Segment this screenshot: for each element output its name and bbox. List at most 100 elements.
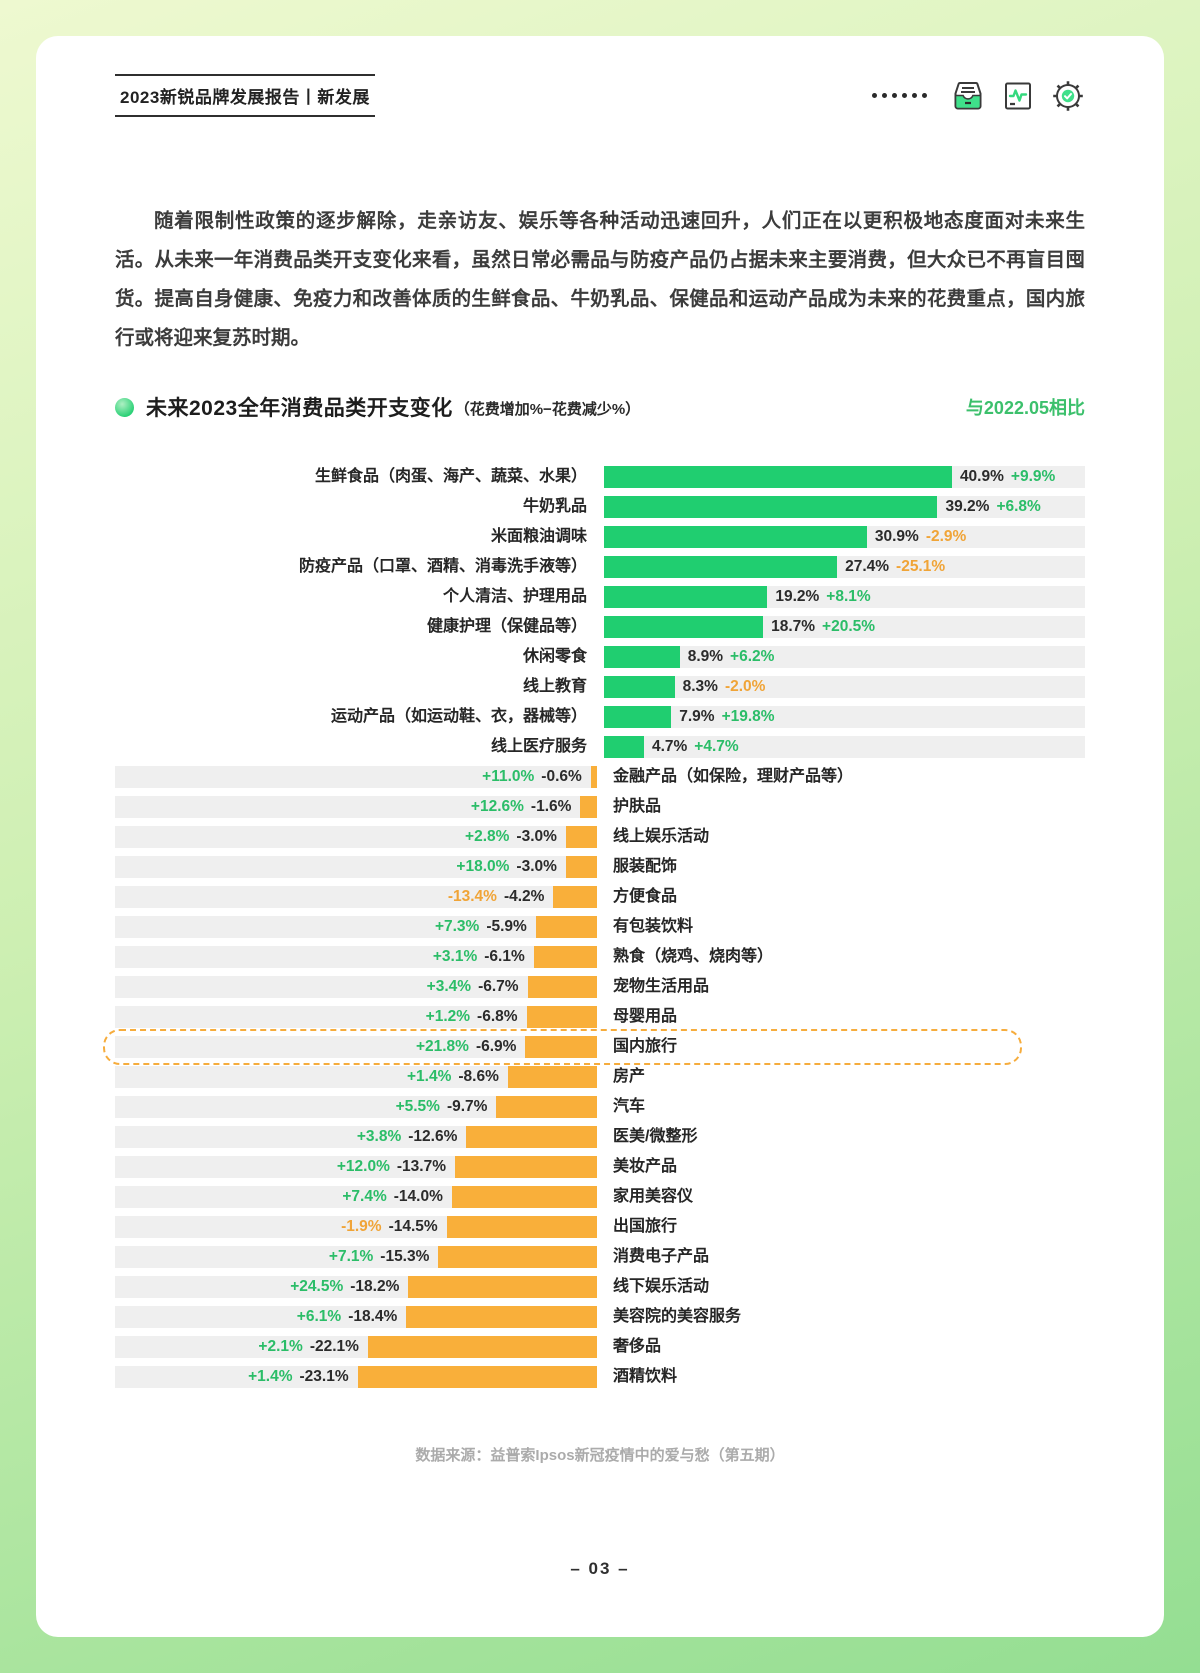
decrease-bar — [535, 916, 597, 938]
net-value: -0.6% — [541, 768, 582, 785]
change-value: +21.8% — [415, 1038, 469, 1055]
net-value: 8.3% — [682, 678, 718, 695]
net-value: 30.9% — [874, 528, 919, 545]
net-value: -15.3% — [380, 1248, 430, 1265]
increase-bar — [604, 526, 867, 548]
chart-row: +2.8% -3.0% 线上娱乐活动 — [115, 822, 1085, 852]
net-value: 40.9% — [959, 468, 1004, 485]
bar-track — [604, 676, 1085, 698]
value-labels: +3.4% -6.7% — [427, 972, 519, 1002]
value-labels: -1.9% -14.5% — [341, 1212, 438, 1242]
category-label: 房产 — [613, 1068, 646, 1085]
chart-row: +6.1% -18.4% 美容院的美容服务 — [115, 1302, 1085, 1332]
decrease-bar — [553, 886, 597, 908]
change-value: -13.4% — [447, 888, 497, 905]
net-value: -6.7% — [478, 978, 519, 995]
decrease-bar — [496, 1096, 597, 1118]
change-value: +3.1% — [432, 948, 478, 965]
category-label: 家用美容仪 — [613, 1188, 694, 1205]
change-value: -2.0% — [724, 678, 766, 695]
chart-row: +11.0% -0.6% 金融产品（如保险，理财产品等） — [115, 762, 1085, 792]
category-label: 线上娱乐活动 — [613, 828, 710, 845]
value-labels: +1.2% -6.8% — [426, 1002, 518, 1032]
chart-row: 运动产品（如运动鞋、衣，器械等） 7.9% +19.8% — [115, 702, 1085, 732]
net-value: -6.8% — [477, 1008, 518, 1025]
category-label: 医美/微整形 — [613, 1128, 698, 1145]
chart-row: +2.1% -22.1% 奢侈品 — [115, 1332, 1085, 1362]
net-value: 7.9% — [679, 708, 715, 725]
chart-row: 线上医疗服务 4.7% +4.7% — [115, 732, 1085, 762]
increase-bar — [604, 466, 952, 488]
chart-row: +1.2% -6.8% 母婴用品 — [115, 1002, 1085, 1032]
change-value: +6.8% — [996, 498, 1041, 515]
bar-track — [604, 706, 1085, 728]
value-labels: +12.0% -13.7% — [337, 1152, 446, 1182]
change-value: +6.2% — [730, 648, 775, 665]
chart-row: +5.5% -9.7% 汽车 — [115, 1092, 1085, 1122]
chart-row: +12.0% -13.7% 美妆产品 — [115, 1152, 1085, 1182]
decrease-bar — [455, 1156, 597, 1178]
value-labels: +7.4% -14.0% — [342, 1182, 443, 1212]
bar-track — [115, 916, 597, 938]
chart-title: 未来2023全年消费品类开支变化 — [146, 397, 453, 420]
increase-bar — [604, 496, 938, 518]
chart-row: +24.5% -18.2% 线下娱乐活动 — [115, 1272, 1085, 1302]
change-value: +18.0% — [456, 858, 510, 875]
net-value: -18.4% — [348, 1308, 398, 1325]
net-value: -6.1% — [484, 948, 525, 965]
report-chart-icon[interactable] — [1001, 79, 1035, 113]
category-label: 美容院的美容服务 — [613, 1308, 742, 1325]
category-label: 熟食（烧鸡、烧肉等） — [613, 948, 774, 965]
archive-tray-icon[interactable] — [951, 79, 985, 113]
bar-track — [115, 856, 597, 878]
net-value: 19.2% — [775, 588, 820, 605]
change-value: +12.0% — [336, 1158, 390, 1175]
header: 2023新锐品牌发展报告丨新发展 — [115, 74, 1085, 117]
decrease-bar — [367, 1336, 597, 1358]
chart-row: +21.8% -6.9% 国内旅行 — [103, 1029, 1085, 1065]
category-label: 美妆产品 — [613, 1158, 678, 1175]
chart-row: 生鲜食品（肉蛋、海产、蔬菜、水果） 40.9% +9.9% — [115, 462, 1085, 492]
category-label: 金融产品（如保险，理财产品等） — [613, 768, 854, 785]
increase-bar — [604, 586, 768, 608]
category-label: 休闲零食 — [522, 648, 587, 665]
net-value: -12.6% — [408, 1128, 458, 1145]
bar-track — [115, 1096, 597, 1118]
value-labels: +1.4% -8.6% — [407, 1062, 499, 1092]
net-value: -23.1% — [299, 1368, 349, 1385]
change-value: +9.9% — [1010, 468, 1056, 485]
category-label: 母婴用品 — [613, 1008, 678, 1025]
category-label: 有包装饮料 — [613, 918, 694, 935]
increase-bar — [604, 706, 672, 728]
decrease-bar — [438, 1246, 597, 1268]
bar-track — [115, 1066, 597, 1088]
net-value: 39.2% — [945, 498, 990, 515]
category-label: 牛奶乳品 — [522, 498, 587, 515]
bar-track — [115, 796, 597, 818]
change-value: +7.4% — [342, 1188, 387, 1205]
settings-gear-icon[interactable] — [1051, 79, 1085, 113]
category-label: 护肤品 — [613, 798, 662, 815]
change-value: +11.0% — [482, 768, 535, 785]
chart-row: +1.4% -8.6% 房产 — [115, 1062, 1085, 1092]
net-value: -6.9% — [475, 1038, 517, 1055]
change-value: +24.5% — [290, 1278, 344, 1295]
comparison-note: 与2022.05相比 — [965, 398, 1085, 418]
decrease-bar — [525, 1036, 597, 1058]
report-title: 2023新锐品牌发展报告丨新发展 — [115, 74, 375, 117]
value-labels: +7.3% -5.9% — [435, 912, 527, 942]
decrease-bar — [527, 976, 597, 998]
category-label: 个人清洁、护理用品 — [442, 588, 587, 605]
category-label: 线下娱乐活动 — [613, 1278, 710, 1295]
change-value: +1.4% — [248, 1368, 293, 1385]
value-labels: +7.1% -15.3% — [329, 1242, 430, 1272]
value-labels: 8.3% -2.0% — [683, 672, 766, 702]
value-labels: 30.9% -2.9% — [875, 522, 966, 552]
category-label: 米面粮油调味 — [490, 528, 587, 545]
category-label: 奢侈品 — [613, 1338, 662, 1355]
chart-row: +3.8% -12.6% 医美/微整形 — [115, 1122, 1085, 1152]
decrease-bar — [451, 1186, 597, 1208]
value-labels: +3.8% -12.6% — [357, 1122, 458, 1152]
change-value: +19.8% — [721, 708, 775, 725]
green-bullet-icon — [115, 397, 134, 417]
